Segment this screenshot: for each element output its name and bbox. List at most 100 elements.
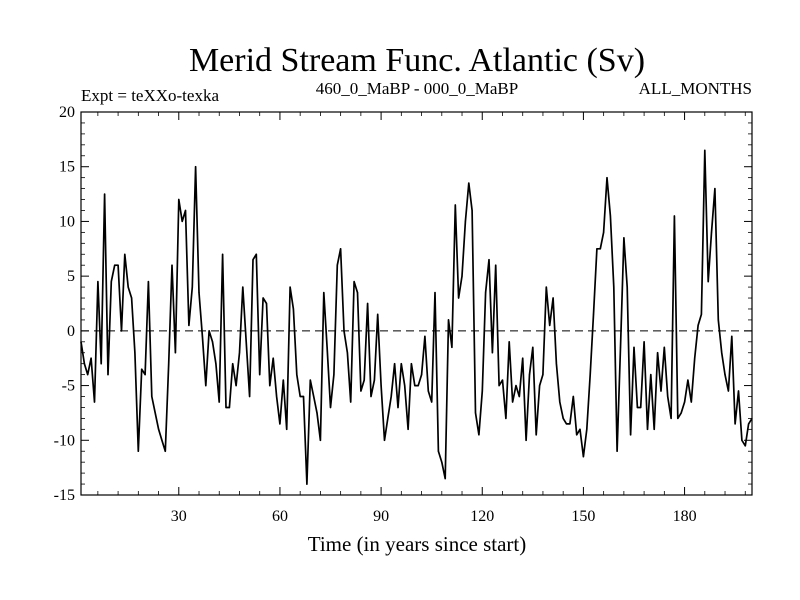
data-point	[491, 352, 493, 354]
data-point	[731, 335, 733, 337]
data-point	[249, 395, 251, 398]
data-point	[525, 439, 527, 441]
data-point	[174, 352, 176, 354]
data-point	[603, 231, 605, 233]
data-point	[741, 439, 743, 441]
x-axis-label: Time (in years since start)	[308, 532, 527, 556]
data-point	[481, 390, 483, 392]
data-point	[623, 237, 625, 239]
data-point	[579, 428, 581, 430]
data-point	[350, 401, 352, 403]
data-point	[147, 281, 149, 283]
data-point	[93, 401, 96, 403]
axes-layer: -15 -10 -5 0 5 10 15 20 30 60 90 120 150 180	[54, 104, 752, 525]
data-point	[218, 401, 220, 403]
data-point	[511, 401, 514, 403]
data-point	[276, 395, 278, 398]
data-point	[555, 363, 558, 365]
data-point	[235, 385, 237, 387]
data-point	[302, 395, 305, 398]
data-point	[434, 292, 436, 294]
data-points	[80, 149, 753, 485]
data-point	[700, 313, 703, 315]
data-point	[164, 450, 166, 452]
data-point	[336, 264, 338, 266]
y-tick-label: -5	[62, 378, 75, 395]
data-point	[441, 461, 443, 463]
data-point	[205, 385, 207, 387]
data-point	[721, 352, 723, 354]
data-point	[657, 352, 659, 354]
data-point	[609, 215, 612, 217]
data-point	[677, 417, 679, 419]
data-point	[704, 149, 706, 151]
data-point	[292, 308, 294, 310]
data-point	[613, 286, 615, 288]
data-point	[414, 385, 416, 387]
data-point	[734, 423, 736, 425]
chart-title: Merid Stream Func. Atlantic (Sv)	[189, 42, 645, 79]
data-point	[137, 450, 139, 452]
data-point	[468, 182, 470, 184]
data-point	[562, 417, 564, 419]
data-point	[316, 412, 318, 414]
data-point	[478, 434, 480, 436]
data-point	[390, 395, 392, 398]
data-point	[535, 434, 537, 436]
data-point	[97, 281, 99, 283]
data-point	[296, 374, 298, 376]
data-point	[154, 412, 156, 414]
data-point	[576, 434, 578, 436]
data-point	[83, 363, 85, 365]
data-point	[279, 423, 281, 425]
data-point	[454, 204, 456, 206]
data-point	[117, 264, 119, 266]
data-point	[464, 220, 466, 222]
data-point	[346, 352, 348, 354]
data-point	[272, 357, 274, 359]
data-point	[195, 166, 197, 168]
data-point	[269, 385, 271, 387]
data-point	[694, 357, 696, 359]
experiment-label: Expt = teXXo-texka	[81, 86, 219, 105]
data-point	[286, 428, 288, 430]
data-point	[539, 385, 541, 387]
data-point	[485, 292, 487, 294]
data-point	[242, 286, 244, 288]
data-point	[505, 417, 507, 419]
data-point	[582, 456, 585, 458]
data-point	[596, 248, 598, 250]
y-tick-label: -15	[54, 487, 75, 504]
data-point	[110, 281, 112, 283]
data-point	[626, 286, 628, 288]
series-line	[80, 149, 753, 485]
data-point	[124, 253, 126, 255]
y-tick-label: -10	[54, 432, 75, 449]
data-point	[400, 363, 402, 365]
data-point	[397, 406, 399, 409]
data-point	[559, 401, 561, 403]
data-point	[100, 363, 102, 365]
data-point	[87, 374, 89, 376]
data-point	[131, 297, 133, 299]
data-point	[680, 412, 682, 414]
season-label: ALL_MONTHS	[639, 79, 752, 98]
data-point	[262, 297, 264, 299]
data-point	[586, 428, 588, 430]
data-point	[360, 390, 362, 392]
data-point	[522, 357, 524, 359]
data-point	[329, 406, 332, 409]
data-point	[684, 401, 686, 403]
data-point	[744, 445, 746, 447]
data-point	[565, 423, 568, 425]
data-point	[532, 346, 534, 348]
y-tick-label: 10	[59, 213, 75, 230]
data-point	[370, 395, 372, 398]
y-tick-label: 0	[67, 323, 75, 340]
data-point	[319, 439, 321, 441]
data-point	[380, 385, 382, 387]
data-point	[710, 231, 713, 233]
data-point	[208, 330, 210, 332]
data-point	[407, 428, 409, 430]
data-point	[184, 209, 187, 212]
